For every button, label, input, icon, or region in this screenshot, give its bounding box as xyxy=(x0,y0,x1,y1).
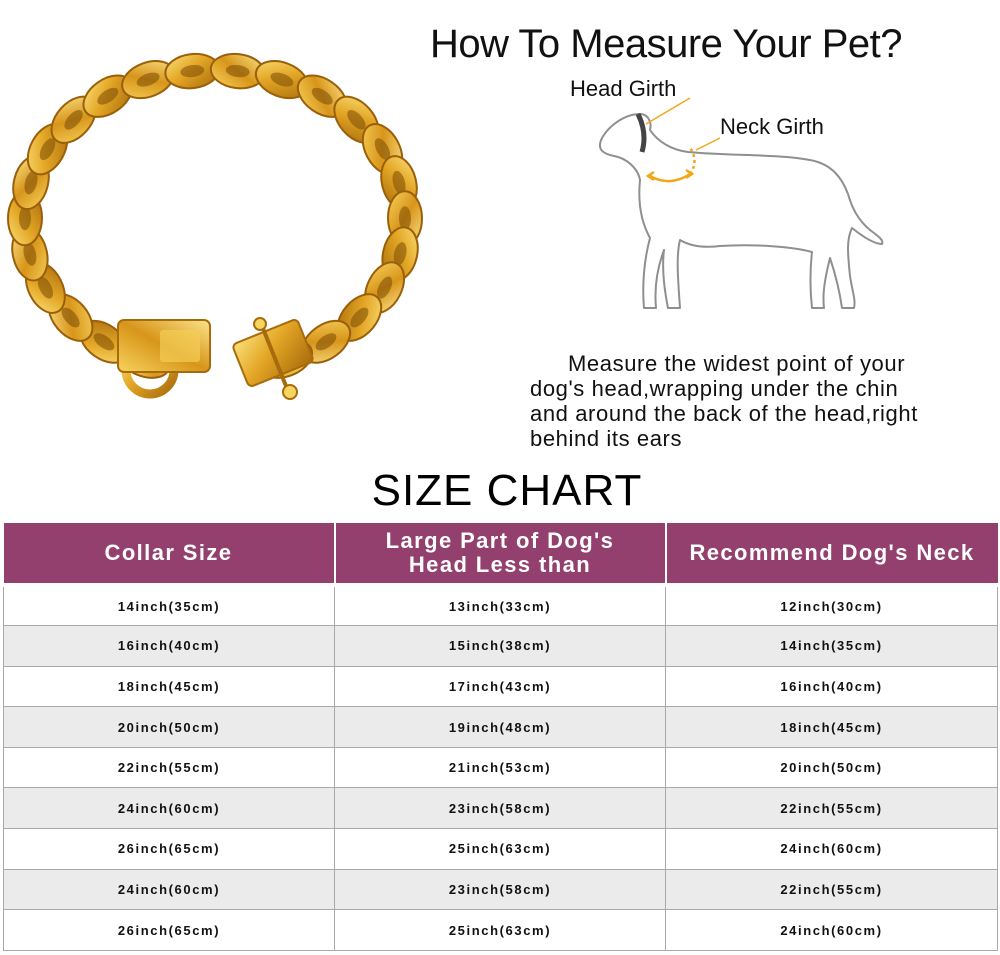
neck-size-cell: 24inch(60cm) xyxy=(665,909,998,951)
measure-instructions: Measure the widest point of your dog's h… xyxy=(530,351,970,451)
dog-measure-diagram xyxy=(598,97,884,309)
head-header-line: Head Less than xyxy=(408,552,592,577)
collar-size-cell: 18inch(45cm) xyxy=(3,665,335,708)
chain-link-hole xyxy=(347,110,366,130)
collar-size-cell: 14inch(35cm) xyxy=(3,584,335,627)
neck-size-cell: 22inch(55cm) xyxy=(665,787,998,830)
chain-link-hole xyxy=(93,333,115,351)
chain-link-hole xyxy=(376,276,393,299)
head-girth-marker xyxy=(635,97,691,153)
instruction-line: dog's head,wrapping under the chin xyxy=(530,376,899,401)
chain-link-hole xyxy=(39,138,56,161)
chain-link-hole xyxy=(393,242,407,266)
neck-size-cell: 18inch(45cm) xyxy=(665,706,998,748)
head-size-cell: 23inch(58cm) xyxy=(334,868,666,911)
table-row: 18inch(45cm) 17inch(43cm) 16inch(40cm) xyxy=(3,665,998,708)
chain-link-hole xyxy=(180,64,205,78)
chain-link-hole xyxy=(37,276,54,299)
neck-size-cell: 14inch(35cm) xyxy=(665,625,998,667)
table-row: 24inch(60cm) 23inch(58cm) 22inch(55cm) xyxy=(3,868,998,911)
chain-link-hole xyxy=(311,87,333,105)
neck-size-cell: 12inch(30cm) xyxy=(665,584,998,627)
chain-link-hole xyxy=(315,333,337,351)
neck-girth-marker xyxy=(645,137,721,183)
neck-size-cell: 24inch(60cm) xyxy=(665,828,998,870)
column-header-neck-size: Recommend Dog's Neck xyxy=(665,523,998,587)
instruction-line: and around the back of the head,right xyxy=(530,401,918,426)
neck-size-cell: 22inch(55cm) xyxy=(665,868,998,911)
column-header-head-size: Large Part of Dog's Head Less than xyxy=(334,523,667,587)
chain-link-hole xyxy=(18,206,32,231)
chain-link-hole xyxy=(136,72,160,87)
collar-size-cell: 24inch(60cm) xyxy=(3,787,335,830)
head-header-line: Large Part of Dog's xyxy=(385,528,615,553)
head-size-cell: 25inch(63cm) xyxy=(334,909,666,951)
neck-girth-label: Neck Girth xyxy=(720,114,824,139)
instruction-line: behind its ears xyxy=(530,426,683,451)
table-header-row: Collar Size Large Part of Dog's Head Les… xyxy=(3,523,998,587)
table-row: 26inch(65cm) 25inch(63cm) 24inch(60cm) xyxy=(3,909,998,951)
chain-link-hole xyxy=(350,307,369,328)
page-title: How To Measure Your Pet? xyxy=(430,22,903,66)
neck-size-cell: 20inch(50cm) xyxy=(665,746,998,789)
table-row: 26inch(65cm) 25inch(63cm) 24inch(60cm) xyxy=(3,828,998,870)
chain-link-hole xyxy=(23,242,37,266)
column-header-collar-size: Collar Size xyxy=(3,523,336,587)
size-chart-title: SIZE CHART xyxy=(371,466,643,515)
chain-link-hole xyxy=(64,110,83,130)
size-chart-table-wrapper: Collar Size Large Part of Dog's Head Les… xyxy=(3,523,998,951)
chain-link-hole xyxy=(225,64,250,78)
collar-size-cell: 26inch(65cm) xyxy=(3,828,335,870)
head-size-cell: 17inch(43cm) xyxy=(334,665,666,708)
head-size-cell: 23inch(58cm) xyxy=(334,787,666,830)
gold-chain-collar-image xyxy=(6,52,424,400)
chain-link-hole xyxy=(97,87,119,105)
head-girth-label: Head Girth xyxy=(570,76,677,101)
head-size-cell: 15inch(38cm) xyxy=(334,625,666,667)
clasp-buckle xyxy=(232,317,314,400)
clasp-plate xyxy=(117,319,211,399)
chain-link-hole xyxy=(374,138,391,161)
collar-size-cell: 22inch(55cm) xyxy=(3,746,335,789)
chain-link-hole xyxy=(24,170,38,195)
collar-size-cell: 16inch(40cm) xyxy=(3,625,335,667)
chain-link-hole xyxy=(392,170,406,195)
table-row: 20inch(50cm) 19inch(48cm) 18inch(45cm) xyxy=(3,706,998,748)
table-row: 22inch(55cm) 21inch(53cm) 20inch(50cm) xyxy=(3,746,998,789)
chain-link-hole xyxy=(270,72,294,87)
table-row: 14inch(35cm) 13inch(33cm) 12inch(30cm) xyxy=(3,584,998,627)
chain-link-hole xyxy=(61,307,80,328)
dog-outline xyxy=(598,113,884,309)
collar-size-cell: 20inch(50cm) xyxy=(3,706,335,748)
head-size-cell: 19inch(48cm) xyxy=(334,706,666,748)
size-chart-table: Collar Size Large Part of Dog's Head Les… xyxy=(3,523,998,951)
collar-size-cell: 24inch(60cm) xyxy=(3,868,335,911)
chain-link-hole xyxy=(398,206,412,231)
head-size-cell: 13inch(33cm) xyxy=(334,584,666,627)
collar-size-cell: 26inch(65cm) xyxy=(3,909,335,951)
table-row: 16inch(40cm) 15inch(38cm) 14inch(35cm) xyxy=(3,625,998,667)
head-size-cell: 25inch(63cm) xyxy=(334,828,666,870)
head-size-cell: 21inch(53cm) xyxy=(334,746,666,789)
table-row: 24inch(60cm) 23inch(58cm) 22inch(55cm) xyxy=(3,787,998,830)
instruction-line: Measure the widest point of your xyxy=(568,351,906,376)
neck-size-cell: 16inch(40cm) xyxy=(665,665,998,708)
